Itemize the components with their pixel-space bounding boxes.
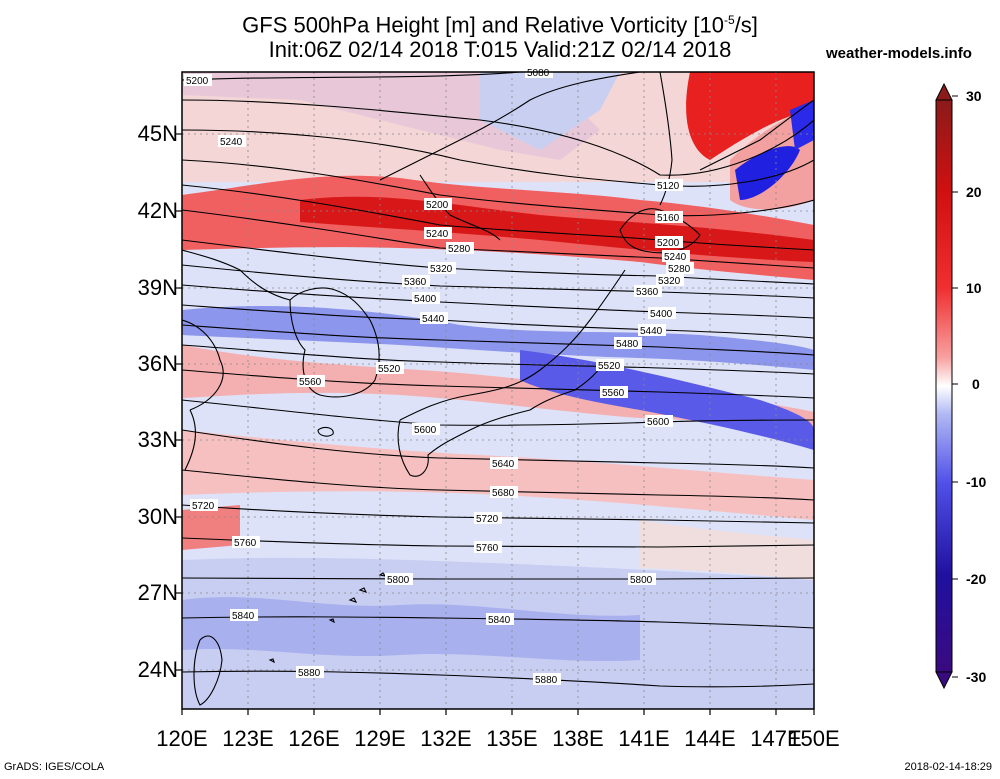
svg-text:5880: 5880	[535, 675, 558, 686]
svg-text:5800: 5800	[630, 575, 653, 586]
axis-ticks	[176, 133, 815, 715]
svg-text:5680: 5680	[492, 488, 515, 499]
svg-text:5200: 5200	[426, 200, 449, 211]
lon-label-138e: 138E	[552, 726, 604, 751]
lat-label-42n: 42N	[137, 198, 178, 223]
lon-label-132e: 132E	[420, 726, 472, 751]
lat-label-27n: 27N	[137, 580, 178, 605]
svg-text:5360: 5360	[404, 277, 427, 288]
coastlines	[182, 72, 814, 706]
svg-text:5720: 5720	[192, 501, 215, 512]
svg-text:5880: 5880	[298, 668, 321, 679]
lon-label-147e: 147E	[750, 726, 802, 751]
svg-text:5440: 5440	[640, 326, 663, 337]
site-credit: weather-models.info	[826, 45, 972, 62]
lon-label-129e: 129E	[354, 726, 406, 751]
svg-text:5760: 5760	[476, 543, 499, 554]
svg-text:5840: 5840	[488, 615, 511, 626]
map-title-line2: Init:06Z 02/14 2018 T:015 Valid:21Z 02/1…	[268, 37, 732, 62]
svg-text:5400: 5400	[414, 294, 437, 305]
colorbar-label-neg10: -10	[966, 474, 987, 490]
colorbar-label-neg30: -30	[966, 669, 987, 685]
contour-label-5200a: 5200	[186, 76, 209, 87]
lon-label-123e: 123E	[222, 726, 274, 751]
footer-software: GrADS: IGES/COLA	[4, 761, 105, 773]
svg-text:5400: 5400	[650, 309, 673, 320]
contour-5080	[182, 72, 521, 81]
svg-text:5240: 5240	[220, 137, 243, 148]
lon-label-144e: 144E	[684, 726, 736, 751]
lat-label-33n: 33N	[137, 427, 178, 452]
svg-text:5280: 5280	[668, 264, 691, 275]
lon-label-141e: 141E	[618, 726, 670, 751]
svg-text:5800: 5800	[387, 575, 410, 586]
lon-label-120e: 120E	[156, 726, 208, 751]
svg-text:5520: 5520	[378, 364, 401, 375]
svg-text:5840: 5840	[232, 611, 255, 622]
svg-text:5760: 5760	[234, 538, 257, 549]
svg-text:5160: 5160	[657, 213, 680, 224]
lat-label-36n: 36N	[137, 351, 178, 376]
footer-timestamp: 2018-02-14-18:29	[904, 761, 992, 773]
colorbar-label-0: 0	[972, 376, 980, 392]
svg-text:5240: 5240	[664, 252, 687, 263]
colorbar-label-20: 20	[966, 184, 982, 200]
svg-text:5560: 5560	[299, 377, 322, 388]
svg-text:5440: 5440	[422, 314, 445, 325]
svg-text:5280: 5280	[448, 244, 471, 255]
svg-text:5120: 5120	[657, 181, 680, 192]
colorbar-label-10: 10	[966, 280, 982, 296]
colorbar	[935, 82, 958, 690]
lon-label-135e: 135E	[486, 726, 538, 751]
colorbar-label-neg20: -20	[966, 571, 987, 587]
lat-label-39n: 39N	[137, 275, 178, 300]
svg-text:5360: 5360	[636, 287, 659, 298]
svg-text:5240: 5240	[426, 229, 449, 240]
colorbar-label-30: 30	[966, 88, 982, 104]
lat-label-30n: 30N	[137, 504, 178, 529]
height-contours	[182, 72, 814, 688]
svg-text:5560: 5560	[602, 388, 625, 399]
lat-label-24n: 24N	[137, 657, 178, 682]
svg-text:5320: 5320	[658, 276, 681, 287]
svg-text:5320: 5320	[430, 264, 453, 275]
map-frame	[181, 71, 815, 710]
map-title-line1: GFS 500hPa Height [m] and Relative Vorti…	[242, 12, 758, 38]
svg-text:5600: 5600	[414, 425, 437, 436]
lon-label-150e: 150E	[788, 726, 840, 751]
contour-labels: 5200 5240 5080 5200 5240 5280 5320 5360 …	[184, 66, 694, 686]
graticule	[182, 72, 814, 709]
svg-text:5200: 5200	[657, 238, 680, 249]
svg-text:5600: 5600	[647, 417, 670, 428]
vorticity-field	[182, 72, 814, 709]
svg-text:5640: 5640	[492, 459, 515, 470]
svg-text:5080: 5080	[527, 68, 550, 79]
lat-label-45n: 45N	[137, 121, 178, 146]
svg-text:5720: 5720	[476, 514, 499, 525]
svg-text:5520: 5520	[598, 361, 621, 372]
svg-text:5480: 5480	[616, 339, 639, 350]
lon-label-126e: 126E	[288, 726, 340, 751]
